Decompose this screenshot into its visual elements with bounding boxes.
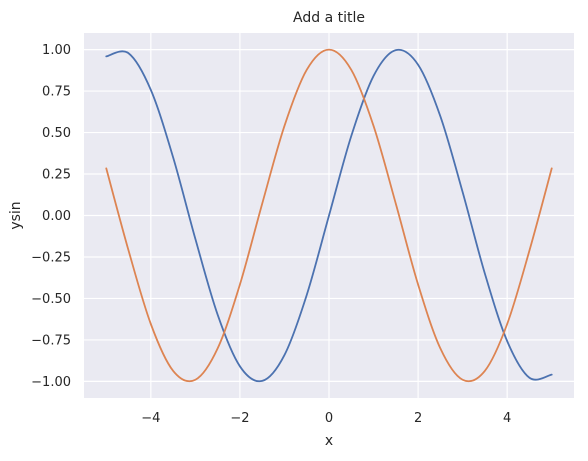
y-tick-label: 1.00 bbox=[42, 43, 71, 58]
y-tick-labels: 1.00 0.75 0.50 0.25 0.00 −0.25 −0.50 −0.75 −1.00 bbox=[31, 43, 71, 390]
x-tick-label: −2 bbox=[230, 411, 249, 426]
y-tick-label: 0.25 bbox=[42, 168, 71, 183]
y-tick-label: −0.25 bbox=[31, 250, 71, 265]
x-tick-label: 2 bbox=[414, 411, 422, 426]
x-tick-label: 4 bbox=[503, 411, 511, 426]
y-tick-label: −0.75 bbox=[31, 333, 71, 348]
y-axis-label: ysin bbox=[8, 201, 24, 229]
x-tick-label: 0 bbox=[325, 411, 333, 426]
y-tick-label: 0.75 bbox=[42, 85, 71, 100]
x-tick-label: −4 bbox=[141, 411, 160, 426]
y-tick-label: 0.00 bbox=[42, 209, 71, 224]
y-tick-label: −0.50 bbox=[31, 292, 71, 307]
y-tick-label: −1.00 bbox=[31, 375, 71, 390]
x-axis-label: x bbox=[325, 433, 333, 449]
x-tick-labels: −4 −2 0 2 4 bbox=[141, 411, 511, 426]
chart-title: Add a title bbox=[293, 10, 365, 26]
y-tick-label: 0.50 bbox=[42, 126, 71, 141]
